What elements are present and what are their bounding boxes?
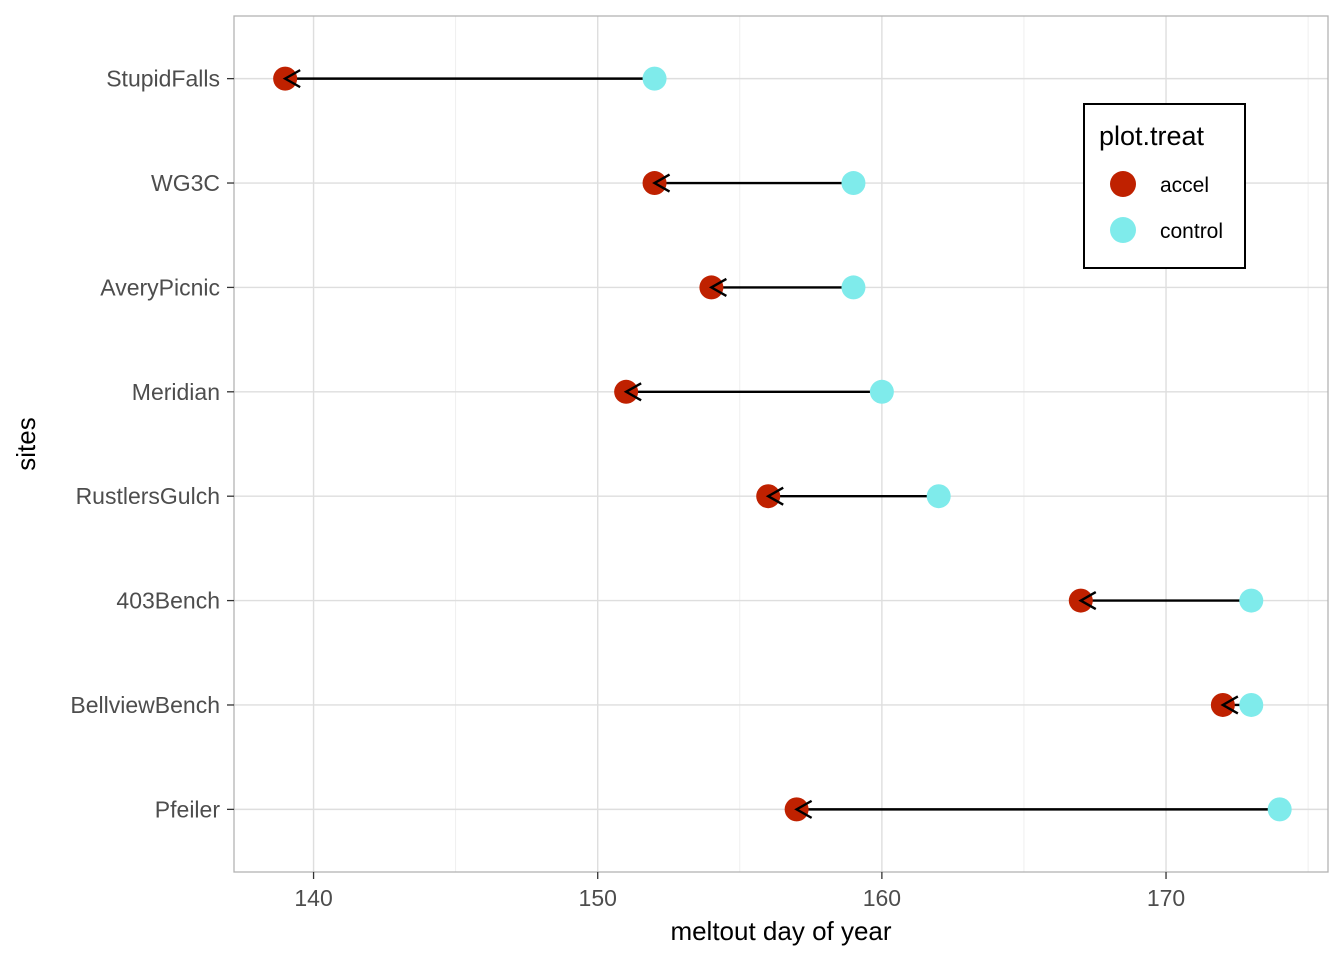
x-axis-title: meltout day of year xyxy=(670,916,891,946)
arrowhead xyxy=(708,277,727,297)
point-control xyxy=(841,275,866,300)
arrowhead xyxy=(282,69,301,89)
point-control xyxy=(841,171,866,196)
legend-title: plot.treat xyxy=(1099,121,1205,151)
point-control xyxy=(642,66,667,91)
arrowhead xyxy=(765,486,784,506)
y-tick-label: WG3C xyxy=(151,170,220,196)
x-tick-label: 150 xyxy=(579,885,617,911)
arrowhead xyxy=(623,382,642,402)
x-tick-label: 140 xyxy=(294,885,332,911)
x-ticks: 140 150 160 170 xyxy=(294,872,1185,911)
y-axis-title: sites xyxy=(11,417,41,470)
arrowhead xyxy=(652,173,671,193)
y-ticks: StupidFalls WG3C AveryPicnic Meridian Rustle… xyxy=(70,66,234,822)
legend-key-accel xyxy=(1110,171,1136,197)
arrow-segments xyxy=(285,77,1280,811)
point-control xyxy=(1267,797,1292,822)
point-control xyxy=(1239,588,1264,613)
y-tick-label: RustlersGulch xyxy=(76,483,220,509)
points xyxy=(273,66,1292,822)
y-tick-label: BellviewBench xyxy=(70,692,220,718)
y-tick-label: Pfeiler xyxy=(155,796,221,822)
legend: plot.treat accel control xyxy=(1083,103,1246,269)
y-tick-label: Meridian xyxy=(132,379,220,405)
y-tick-label: AveryPicnic xyxy=(100,274,220,300)
legend-label-control: control xyxy=(1160,220,1223,243)
legend-label-accel: accel xyxy=(1160,174,1209,197)
x-tick-label: 160 xyxy=(863,885,901,911)
x-tick-label: 170 xyxy=(1147,885,1185,911)
legend-key-control xyxy=(1110,217,1136,243)
arrowhead xyxy=(1078,591,1097,611)
point-control xyxy=(1239,692,1264,717)
point-control xyxy=(926,484,951,509)
y-tick-label: 403Bench xyxy=(116,588,220,614)
point-control xyxy=(869,379,894,404)
arrowhead xyxy=(794,799,813,819)
grid-minor xyxy=(455,16,1309,872)
y-tick-label: StupidFalls xyxy=(106,66,220,92)
panel-border xyxy=(233,15,1329,873)
arrowhead xyxy=(1220,695,1239,715)
legend-items: accel control xyxy=(1110,171,1223,243)
